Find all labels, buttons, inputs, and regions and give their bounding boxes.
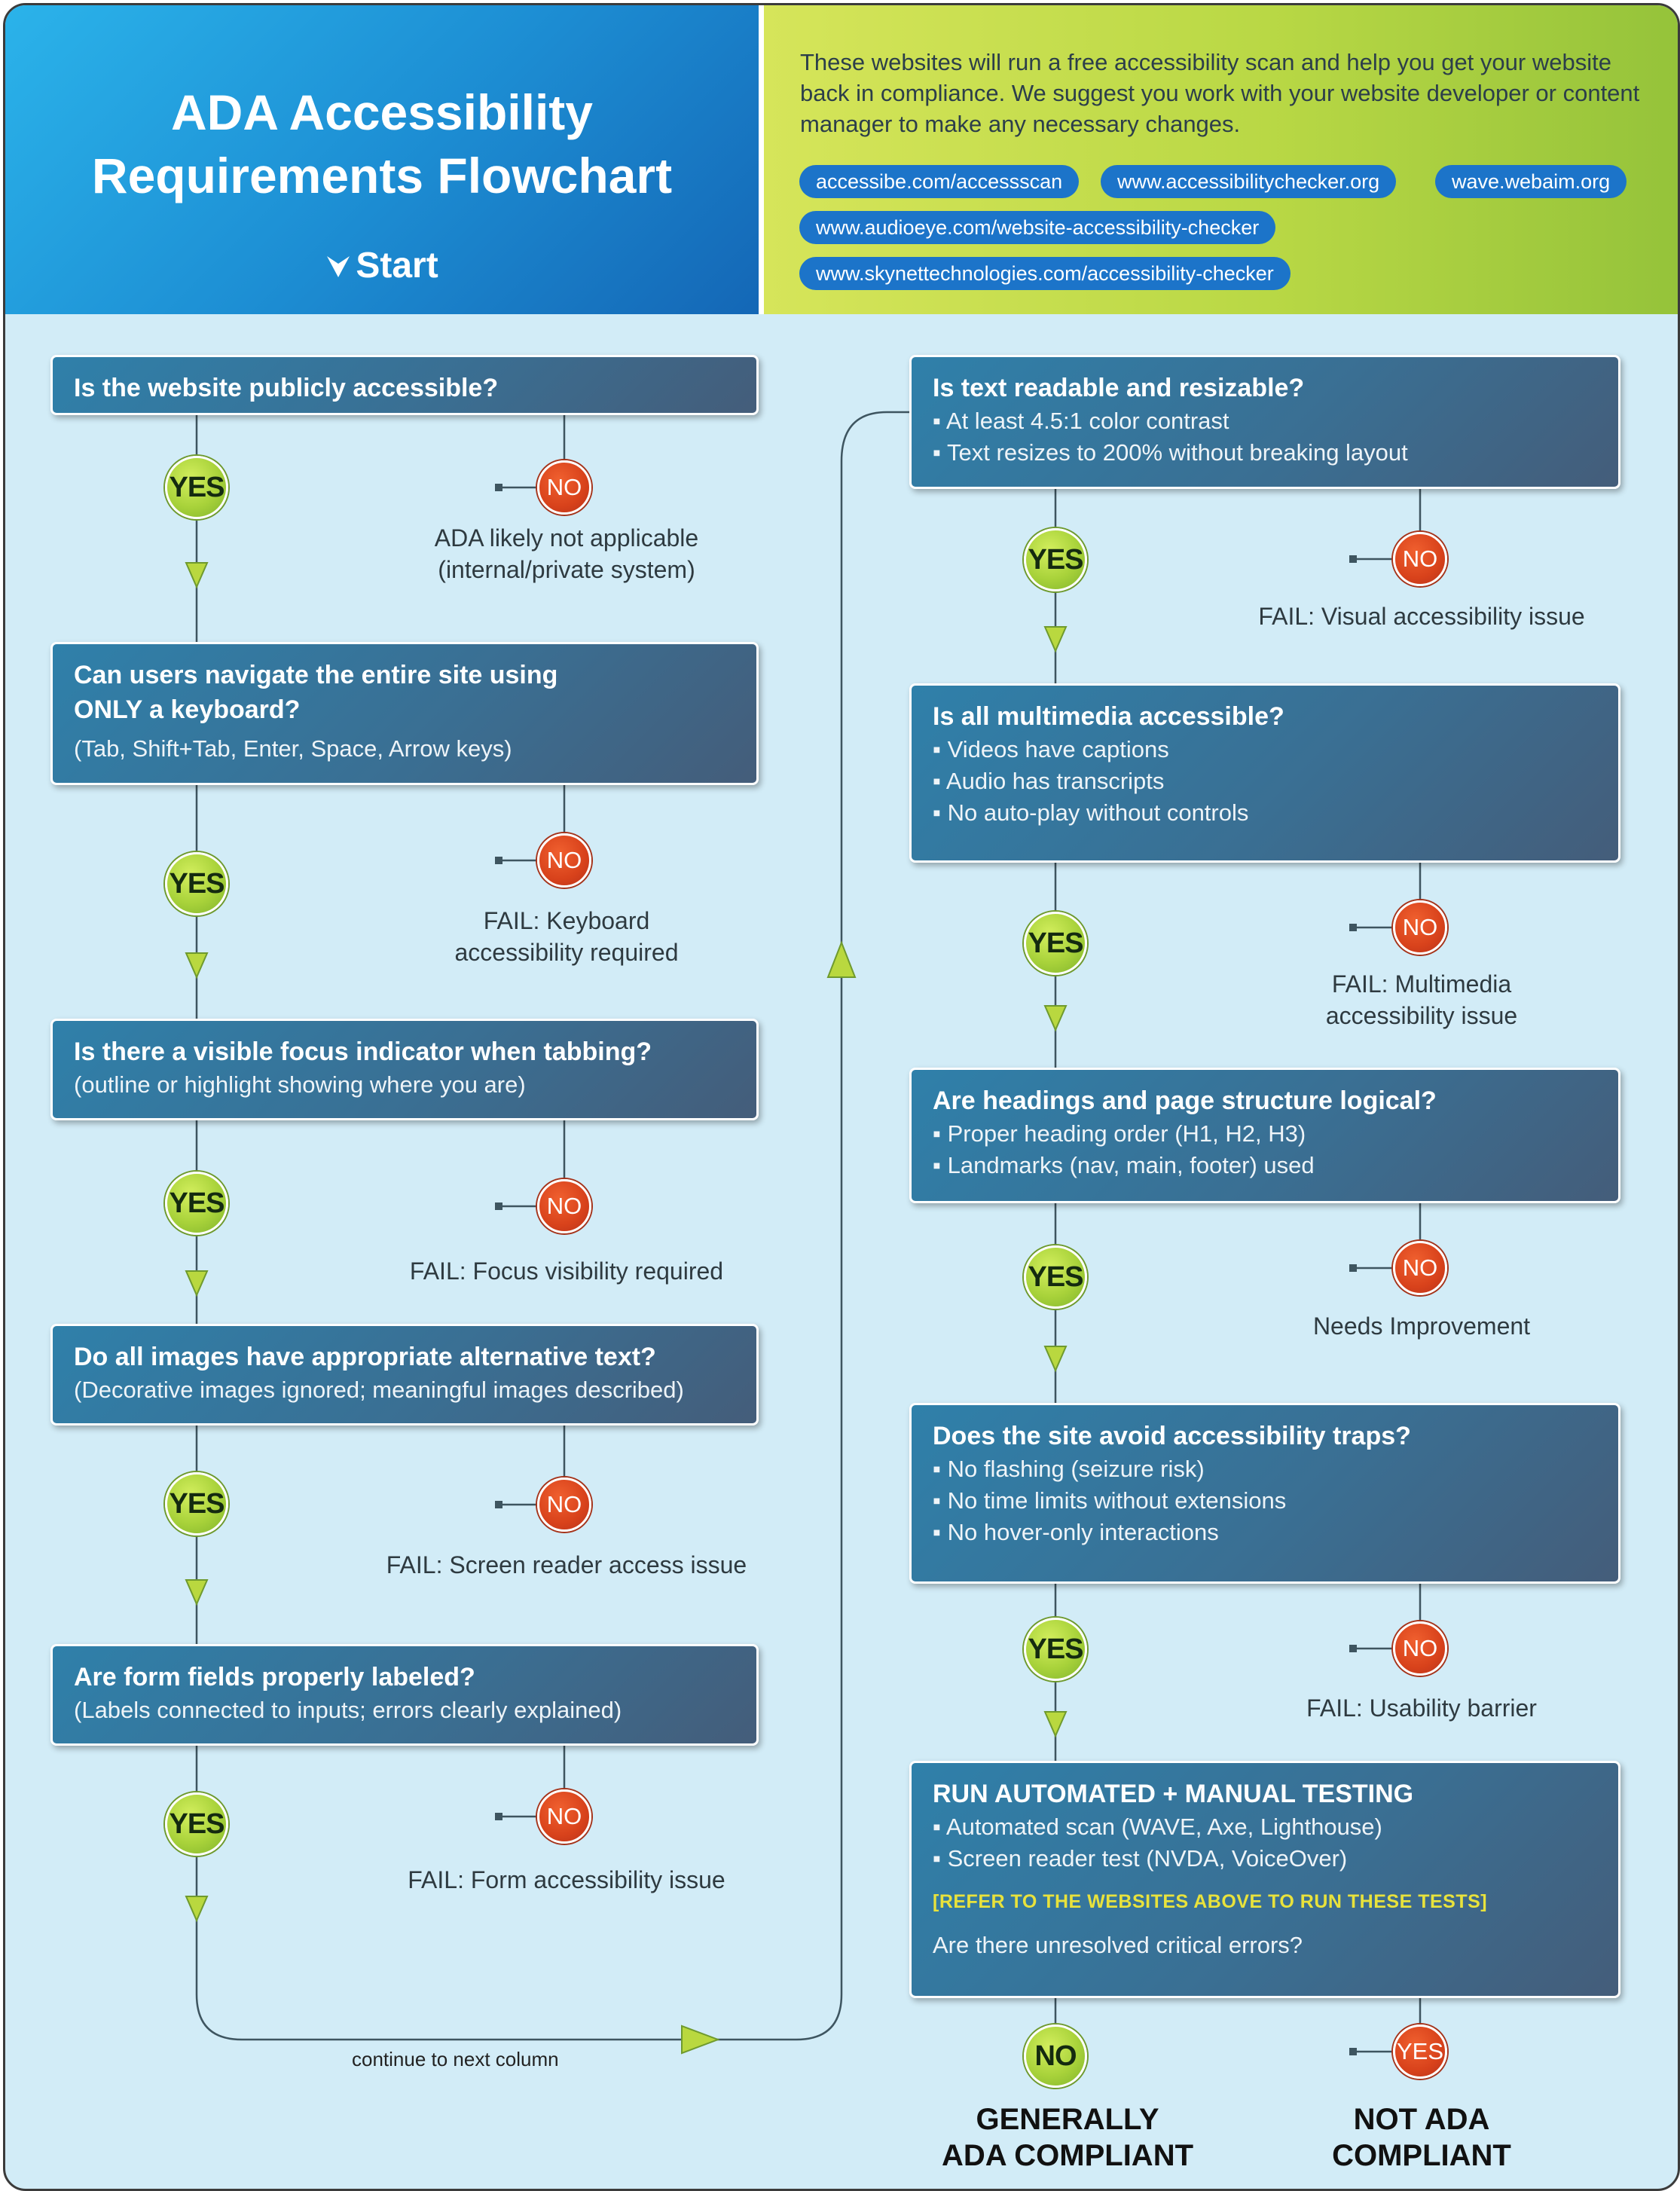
testing-box: RUN AUTOMATED + MANUAL TESTING ▪ Automat… <box>909 1761 1620 1998</box>
question-title: Is there a visible focus indicator when … <box>74 1037 652 1066</box>
bullet-item: ▪ No flashing (seizure risk) <box>933 1456 1205 1482</box>
bullet-item: ▪ Text resizes to 200% without breaking … <box>933 439 1408 466</box>
question-title: Does the site avoid accessibility traps? <box>933 1422 1411 1450</box>
testing-note: [REFER TO THE WEBSITES ABOVE TO RUN THES… <box>933 1891 1488 1912</box>
no-badge: NO <box>537 1477 591 1532</box>
title-line-2: Requirements Flowchart <box>91 148 673 203</box>
yes-badge: YES <box>165 852 228 915</box>
bullet-item: ▪ No hover-only interactions <box>933 1519 1219 1545</box>
no-badge: NO <box>537 1789 591 1844</box>
bullet-item: ▪ Automated scan (WAVE, Axe, Lighthouse) <box>933 1814 1382 1840</box>
page-title: ADA Accessibility Requirements Flowchart <box>5 81 759 207</box>
no-badge: NO <box>537 833 591 888</box>
question-title: Is the website publicly accessible? <box>74 374 499 402</box>
question-box-headings: Are headings and page structure logical?… <box>909 1068 1620 1203</box>
question-title: Do all images have appropriate alternati… <box>74 1343 656 1371</box>
link-accessibe[interactable]: accessibe.com/accessscan <box>799 165 1080 198</box>
bullet-item: ▪ No auto-play without controls <box>933 799 1249 826</box>
link-webaim[interactable]: wave.webaim.org <box>1435 165 1627 198</box>
outcome-label: ADA likely not applicable (internal/priv… <box>434 524 699 583</box>
question-box-keyboard: Can users navigate the entire site using… <box>50 642 759 785</box>
question-box-public: Is the website publicly accessible? <box>50 355 759 415</box>
question-title: Is all multimedia accessible? <box>933 702 1284 731</box>
link-accessibilitychecker[interactable]: www.accessibilitychecker.org <box>1101 165 1397 198</box>
outcome-label: FAIL: Visual accessibility issue <box>1258 603 1585 630</box>
yes-badge: YES <box>1024 1245 1087 1309</box>
bullet-item: ▪ Landmarks (nav, main, footer) used <box>933 1152 1315 1178</box>
resources-intro: These websites will run a free accessibi… <box>800 49 1640 137</box>
question-box-alt-text: Do all images have appropriate alternati… <box>50 1324 759 1426</box>
bullet-item: ▪ Videos have captions <box>933 736 1169 762</box>
outcome-not-compliant: NOT ADA COMPLIANT <box>1332 2103 1511 2172</box>
question-title: Can users navigate the entire site using… <box>74 661 558 724</box>
question-box-multimedia: Is all multimedia accessible? ▪ Videos h… <box>909 683 1620 863</box>
yes-badge: YES <box>165 1472 228 1536</box>
bullet-item: ▪ At least 4.5:1 color contrast <box>933 408 1229 434</box>
start-marker: Start <box>5 245 759 286</box>
link-audioeye[interactable]: www.audioeye.com/website-accessibility-c… <box>799 211 1276 244</box>
no-badge: NO <box>537 460 591 515</box>
no-badge: NO <box>1393 1621 1447 1676</box>
outcome-label: FAIL: Multimedia accessibility issue <box>1325 970 1518 1029</box>
question-box-focus: Is there a visible focus indicator when … <box>50 1019 759 1120</box>
header-title-panel <box>5 5 759 314</box>
bullet-item: ▪ Screen reader test (NVDA, VoiceOver) <box>933 1845 1348 1872</box>
outcome-label: FAIL: Usability barrier <box>1306 1694 1537 1722</box>
question-subtext: (Decorative images ignored; meaningful i… <box>74 1377 684 1403</box>
bullet-item: ▪ No time limits without extensions <box>933 1487 1287 1514</box>
question-subtext: (outline or highlight showing where you … <box>74 1071 526 1098</box>
outcome-label: FAIL: Keyboard accessibility required <box>454 907 679 966</box>
yes-badge: YES <box>165 1792 228 1856</box>
title-line-1: ADA Accessibility <box>171 84 593 140</box>
no-badge: NO <box>1393 532 1447 586</box>
outcome-label: FAIL: Focus visibility required <box>409 1257 724 1285</box>
no-badge: NO <box>537 1179 591 1233</box>
question-title: Are form fields properly labeled? <box>74 1663 475 1691</box>
question-box-forms: Are form fields properly labeled? (Label… <box>50 1644 759 1746</box>
question-subtext: (Labels connected to inputs; errors clea… <box>74 1697 622 1723</box>
start-arrow-icon <box>327 256 350 277</box>
bullet-item: ▪ Audio has transcripts <box>933 768 1165 794</box>
continue-label: continue to next column <box>352 2048 559 2070</box>
yes-badge: YES <box>165 456 228 519</box>
question-box-traps: Does the site avoid accessibility traps?… <box>909 1403 1620 1584</box>
start-label: Start <box>356 246 438 286</box>
flowchart-frame: ADA Accessibility Requirements Flowchart… <box>3 3 1680 2191</box>
yes-badge: YES <box>1024 912 1087 975</box>
no-badge: NO <box>1393 900 1447 955</box>
testing-question: Are there unresolved critical errors? <box>933 1932 1303 1958</box>
final-no-badge: NO <box>1024 2024 1087 2088</box>
question-subtext: (Tab, Shift+Tab, Enter, Space, Arrow key… <box>74 735 512 762</box>
yes-badge: YES <box>1024 528 1087 591</box>
question-title: Is text readable and resizable? <box>933 374 1305 402</box>
final-yes-badge: YES <box>1393 2024 1447 2079</box>
yes-badge: YES <box>165 1172 228 1235</box>
no-badge: NO <box>1393 1241 1447 1295</box>
outcome-compliant: GENERALLY ADA COMPLIANT <box>941 2103 1194 2172</box>
bullet-item: ▪ Proper heading order (H1, H2, H3) <box>933 1120 1306 1147</box>
outcome-label: FAIL: Form accessibility issue <box>408 1866 725 1893</box>
outcome-label: FAIL: Screen reader access issue <box>386 1551 747 1578</box>
question-title: Are headings and page structure logical? <box>933 1086 1437 1115</box>
testing-title: RUN AUTOMATED + MANUAL TESTING <box>933 1780 1414 1808</box>
link-skynet[interactable]: www.skynettechnologies.com/accessibility… <box>799 257 1291 290</box>
outcome-label: Needs Improvement <box>1312 1312 1531 1340</box>
header-divider <box>759 5 764 314</box>
yes-badge: YES <box>1024 1618 1087 1681</box>
question-box-text: Is text readable and resizable? ▪ At lea… <box>909 355 1620 489</box>
